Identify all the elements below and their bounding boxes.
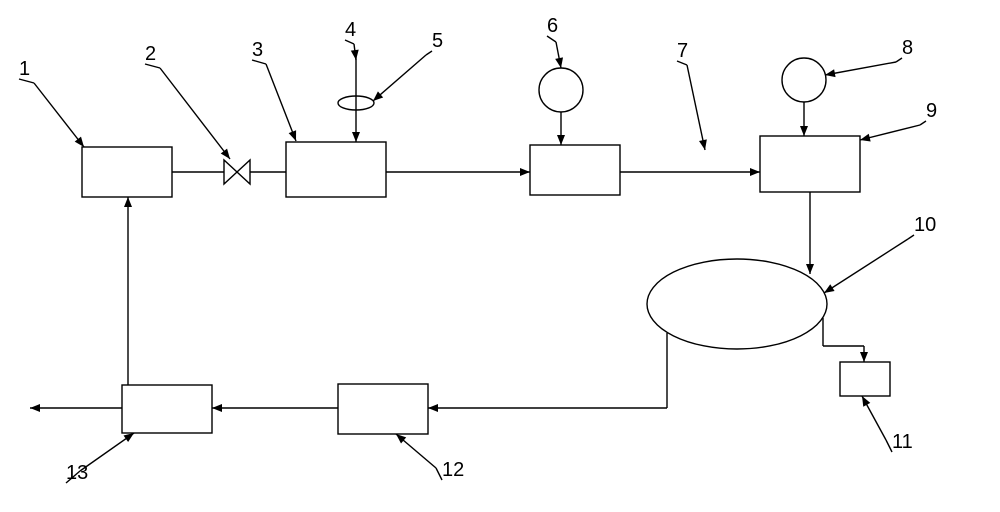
- label-L12: 12: [442, 459, 464, 481]
- diagram-canvas: 12345678910111213: [0, 0, 1000, 512]
- label-L1: 1: [19, 58, 30, 80]
- label-L6: 6: [547, 15, 558, 37]
- label-L5: 5: [432, 30, 443, 52]
- label-L10: 10: [914, 214, 936, 236]
- label-L9: 9: [926, 100, 937, 122]
- label-L7: 7: [677, 40, 688, 62]
- background: [0, 0, 1000, 512]
- label-L8: 8: [902, 37, 913, 59]
- label-L4: 4: [345, 19, 356, 41]
- label-L3: 3: [252, 39, 263, 61]
- label-L11: 11: [892, 431, 913, 453]
- label-L2: 2: [145, 43, 156, 65]
